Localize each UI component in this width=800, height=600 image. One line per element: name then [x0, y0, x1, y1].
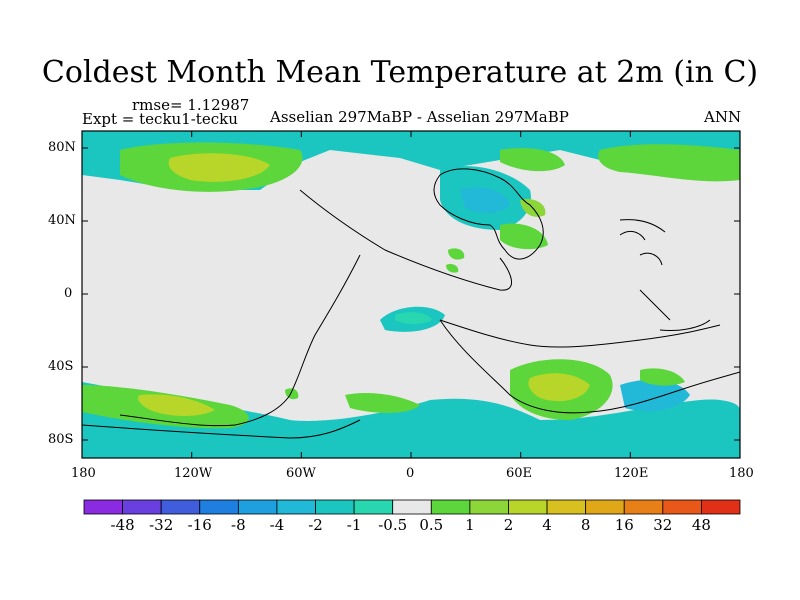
colorbar-label: 2	[503, 516, 514, 534]
x-ticks	[191, 131, 631, 458]
colorbar-label: 4	[542, 516, 552, 534]
coastline-laurasia	[433, 168, 544, 260]
colorbar-label: 1	[465, 516, 475, 534]
x-tick-label: 120E	[614, 466, 649, 481]
colorbar-swatch	[585, 499, 625, 515]
colorbar-label: 8	[580, 516, 591, 534]
x-tick-label: 180	[729, 466, 754, 481]
colorbar-label: -0.5	[378, 516, 408, 534]
south-green-east	[640, 368, 685, 386]
colorbar-label: -32	[149, 516, 174, 534]
south-olive-gondwana	[528, 373, 590, 402]
laurasia-blue	[460, 187, 510, 213]
colorbar-swatch	[662, 499, 702, 515]
colorbar-swatch	[199, 499, 239, 515]
colorbar-label: 32	[653, 516, 673, 534]
colorbar-label: -48	[110, 516, 135, 534]
colorbar-swatch	[469, 499, 509, 515]
colorbar-swatch	[315, 499, 355, 515]
south-green-small	[285, 388, 299, 400]
arctic-green-mid	[500, 148, 565, 172]
colorbar-label: 16	[614, 516, 634, 534]
colorbar-label: -2	[308, 516, 323, 534]
chart-title: Coldest Month Mean Temperature at 2m (in…	[41, 55, 759, 90]
season-label: ANN	[704, 108, 742, 126]
experiment-label: Expt = tecku1-tecku	[82, 110, 238, 128]
x-tick-label: 120W	[174, 466, 213, 481]
colorbar-label: -16	[187, 516, 212, 534]
colorbar-swatch	[623, 499, 664, 515]
colorbar-label: -8	[231, 516, 246, 534]
y-tick-label: 80N	[48, 140, 76, 155]
map-field	[82, 131, 740, 458]
x-tick-label: 180	[71, 466, 96, 481]
arctic-olive-region	[168, 153, 270, 182]
colorbar-label: 0.5	[419, 516, 444, 534]
colorbar-swatch	[392, 499, 432, 515]
small-green-patch-2	[446, 263, 459, 273]
x-tick-label: 60W	[286, 466, 316, 481]
colorbar-swatch	[160, 499, 201, 515]
south-olive-west	[138, 394, 215, 416]
coastline-islands-east	[619, 219, 711, 331]
y-tick-label: 40N	[48, 213, 76, 228]
coastline-tethys	[439, 319, 721, 348]
colorbar-swatch	[237, 499, 278, 515]
x-tick-label: 0	[406, 466, 415, 481]
coastline-pangaea-west	[119, 254, 361, 427]
south-green-mid	[345, 393, 420, 413]
colorbar-label: -4	[269, 516, 285, 534]
colorbar	[83, 499, 741, 515]
laurasia-green	[500, 223, 548, 250]
coastline-south	[82, 419, 361, 439]
x-tick-label: 60E	[506, 466, 533, 481]
small-green-patch	[448, 248, 465, 260]
southern-cyan-band	[82, 382, 740, 458]
tethys-teal	[395, 312, 432, 325]
colorbar-swatch	[546, 499, 587, 515]
coastlines	[82, 168, 740, 439]
coastline-gondwana	[439, 319, 740, 414]
subtitle: Asselian 297MaBP - Asselian 297MaBP	[270, 108, 569, 126]
rmse-label: rmse= 1.12987	[132, 96, 250, 114]
y-tick-label: 40S	[48, 359, 74, 374]
y-ticks	[82, 147, 740, 441]
coastline-north-arc	[299, 189, 512, 291]
colorbar-swatch	[508, 499, 548, 515]
arctic-green-east	[598, 144, 740, 182]
y-tick-label: 0	[64, 286, 73, 301]
colorbar-swatch	[701, 499, 741, 515]
colorbar-label: 48	[691, 516, 711, 534]
colorbar-swatch	[276, 499, 316, 515]
y-tick-label: 80S	[48, 432, 74, 447]
colorbar-swatch	[122, 499, 162, 515]
colorbar-swatch	[353, 499, 394, 515]
colorbar-swatch	[83, 499, 123, 515]
colorbar-label: -1	[346, 516, 362, 534]
colorbar-swatch	[430, 499, 471, 515]
